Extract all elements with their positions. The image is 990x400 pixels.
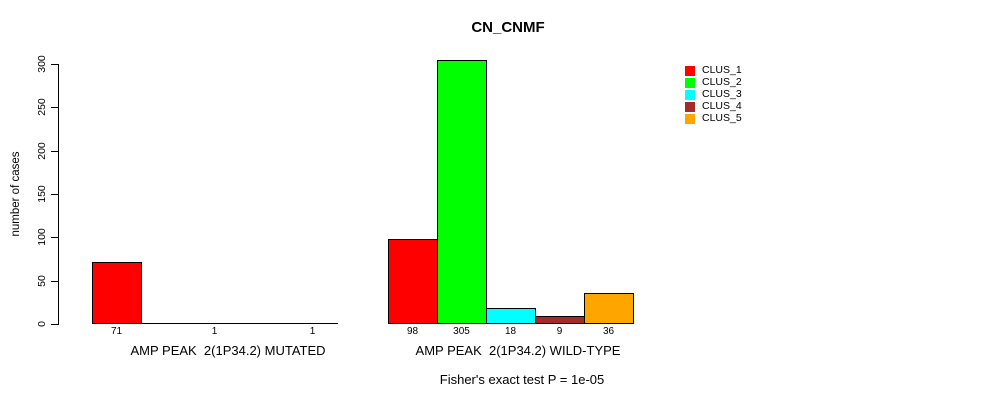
bar-clus_3 bbox=[190, 323, 240, 324]
bar-clus_2 bbox=[141, 323, 191, 324]
bar-value-label: 1 bbox=[211, 326, 218, 337]
legend-swatch-clus_3 bbox=[685, 90, 695, 100]
bar-value-label: 98 bbox=[406, 326, 419, 337]
legend-label: CLUS_4 bbox=[702, 100, 742, 112]
bar-clus_5 bbox=[584, 293, 634, 324]
bar-value-label: 9 bbox=[556, 326, 563, 337]
y-tick-label: 100 bbox=[36, 228, 48, 247]
y-tick-mark bbox=[51, 64, 58, 65]
y-tick-mark bbox=[51, 324, 58, 325]
bar-value-label: 18 bbox=[504, 326, 517, 337]
legend-label: CLUS_1 bbox=[702, 64, 742, 76]
footnote-fisher-test: Fisher's exact test P = 1e-05 bbox=[439, 372, 605, 387]
group-label-wild-type: AMP PEAK 2(1P34.2) WILD-TYPE bbox=[415, 343, 621, 358]
y-tick-mark bbox=[51, 150, 58, 152]
legend-swatch-clus_1 bbox=[685, 66, 695, 76]
y-tick-mark bbox=[51, 194, 58, 195]
y-tick-mark bbox=[51, 107, 58, 109]
y-tick-label: 0 bbox=[36, 321, 48, 327]
bar-clus_5 bbox=[288, 323, 338, 324]
y-tick-label: 200 bbox=[36, 141, 48, 160]
bar-clus_4 bbox=[535, 316, 585, 324]
legend-label: CLUS_5 bbox=[702, 112, 742, 124]
legend-swatch-clus_5 bbox=[685, 114, 695, 124]
legend-label: CLUS_3 bbox=[702, 88, 742, 100]
legend-swatch-clus_4 bbox=[685, 102, 695, 112]
legend-swatch-clus_2 bbox=[685, 78, 695, 88]
bar-clus_1 bbox=[92, 262, 142, 324]
y-tick-mark bbox=[51, 237, 58, 239]
y-tick-label: 300 bbox=[36, 55, 48, 73]
bar-clus_2 bbox=[437, 60, 487, 324]
chart-title: CN_CNMF bbox=[471, 19, 545, 36]
bar-value-label: 305 bbox=[453, 326, 470, 337]
bar-value-label: 71 bbox=[110, 326, 123, 337]
bar-value-label: 36 bbox=[602, 326, 615, 337]
y-tick-mark bbox=[51, 280, 58, 282]
bar-value-label: 1 bbox=[309, 326, 316, 337]
bar-clus_1 bbox=[388, 239, 438, 324]
y-axis-line bbox=[58, 64, 59, 325]
group-label-mutated: AMP PEAK 2(1P34.2) MUTATED bbox=[130, 343, 326, 358]
bar-clus_3 bbox=[486, 308, 536, 324]
legend-label: CLUS_2 bbox=[702, 76, 742, 88]
y-tick-label: 50 bbox=[36, 274, 48, 287]
y-tick-label: 250 bbox=[36, 98, 48, 117]
bar-clus_4 bbox=[239, 323, 289, 324]
y-axis-label: number of cases bbox=[10, 151, 22, 237]
y-tick-label: 150 bbox=[36, 185, 48, 203]
